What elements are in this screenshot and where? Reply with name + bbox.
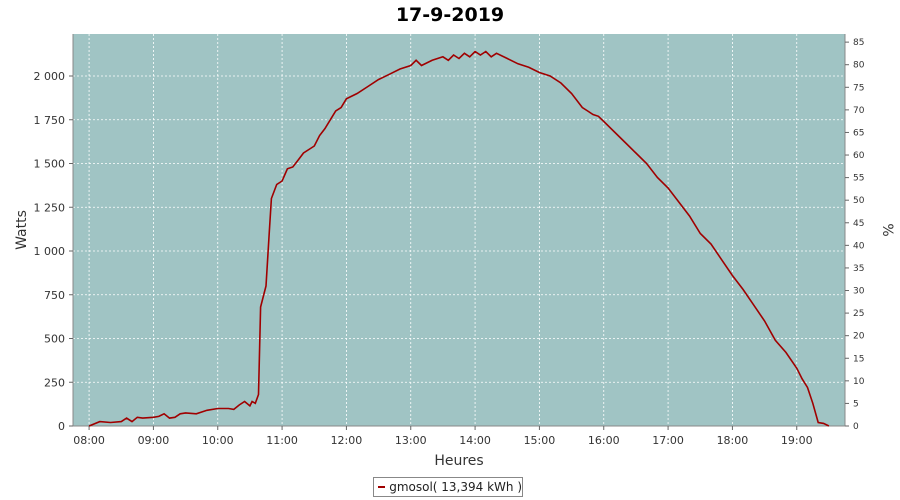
y2-tick-label: 35 (853, 264, 864, 274)
axes (72, 34, 846, 427)
x-axis-label: Heures (434, 453, 483, 469)
x-tick-label: 09:00 (138, 434, 170, 447)
x-tick-label: 13:00 (395, 434, 427, 447)
y2-tick-label: 10 (853, 377, 865, 387)
y-tick-label: 1 500 (34, 158, 66, 171)
y2-tick-label: 70 (853, 106, 865, 116)
y-axis-ticks: 0 250 500 750 1 000 1 250 1 500 1 750 2 000 (34, 70, 73, 433)
y2-tick-label: 80 (853, 61, 865, 71)
y2-axis-label: % (879, 223, 895, 236)
y2-tick-label: 85 (853, 38, 864, 48)
x-axis-ticks: 08:00 09:00 10:00 11:00 12:00 13:00 14:00 15:00… (73, 426, 813, 447)
y2-tick-label: 20 (853, 332, 865, 342)
grid (73, 34, 845, 427)
y-tick-label: 1 250 (34, 201, 66, 214)
series-line-gmosol (88, 50, 830, 427)
legend: gmosol( 13,394 kWh ) (373, 477, 523, 497)
x-tick-label: 17:00 (652, 434, 684, 447)
y2-axis-ticks: 0 5 10 15 20 25 30 35 40 45 50 55 60 65 70 75 80 85 (845, 38, 865, 432)
y-tick-label: 2 000 (34, 70, 66, 83)
x-tick-label: 18:00 (717, 434, 749, 447)
x-tick-label: 10:00 (202, 434, 234, 447)
x-tick-label: 08:00 (73, 434, 105, 447)
x-tick-label: 15:00 (524, 434, 556, 447)
x-tick-label: 14:00 (459, 434, 491, 447)
y-tick-label: 250 (44, 376, 65, 389)
y2-tick-label: 5 (853, 399, 859, 409)
y2-tick-label: 55 (853, 174, 864, 184)
y2-tick-label: 45 (853, 219, 864, 229)
y-tick-label: 750 (44, 289, 65, 302)
y-tick-label: 1 000 (34, 245, 66, 258)
y-tick-label: 0 (58, 420, 65, 433)
y2-tick-label: 40 (853, 241, 865, 251)
y-tick-label: 500 (44, 333, 65, 346)
plot-area (73, 34, 845, 426)
y-tick-label: 1 750 (34, 114, 66, 127)
y-axis-label: Watts (14, 210, 30, 250)
chart-title: 17-9-2019 (396, 4, 504, 26)
y2-tick-label: 25 (853, 309, 864, 319)
y2-tick-label: 75 (853, 83, 864, 93)
legend-entry: gmosol( 13,394 kWh ) (389, 480, 522, 494)
y2-tick-label: 50 (853, 196, 865, 206)
x-tick-label: 19:00 (781, 434, 813, 447)
legend-swatch (378, 486, 386, 488)
y2-tick-label: 65 (853, 128, 864, 138)
y2-tick-label: 30 (853, 287, 865, 297)
y2-tick-label: 0 (853, 422, 859, 432)
x-tick-label: 16:00 (588, 434, 620, 447)
y2-tick-label: 60 (853, 151, 865, 161)
y2-tick-label: 15 (853, 354, 864, 364)
x-tick-label: 12:00 (331, 434, 363, 447)
x-tick-label: 11:00 (266, 434, 298, 447)
